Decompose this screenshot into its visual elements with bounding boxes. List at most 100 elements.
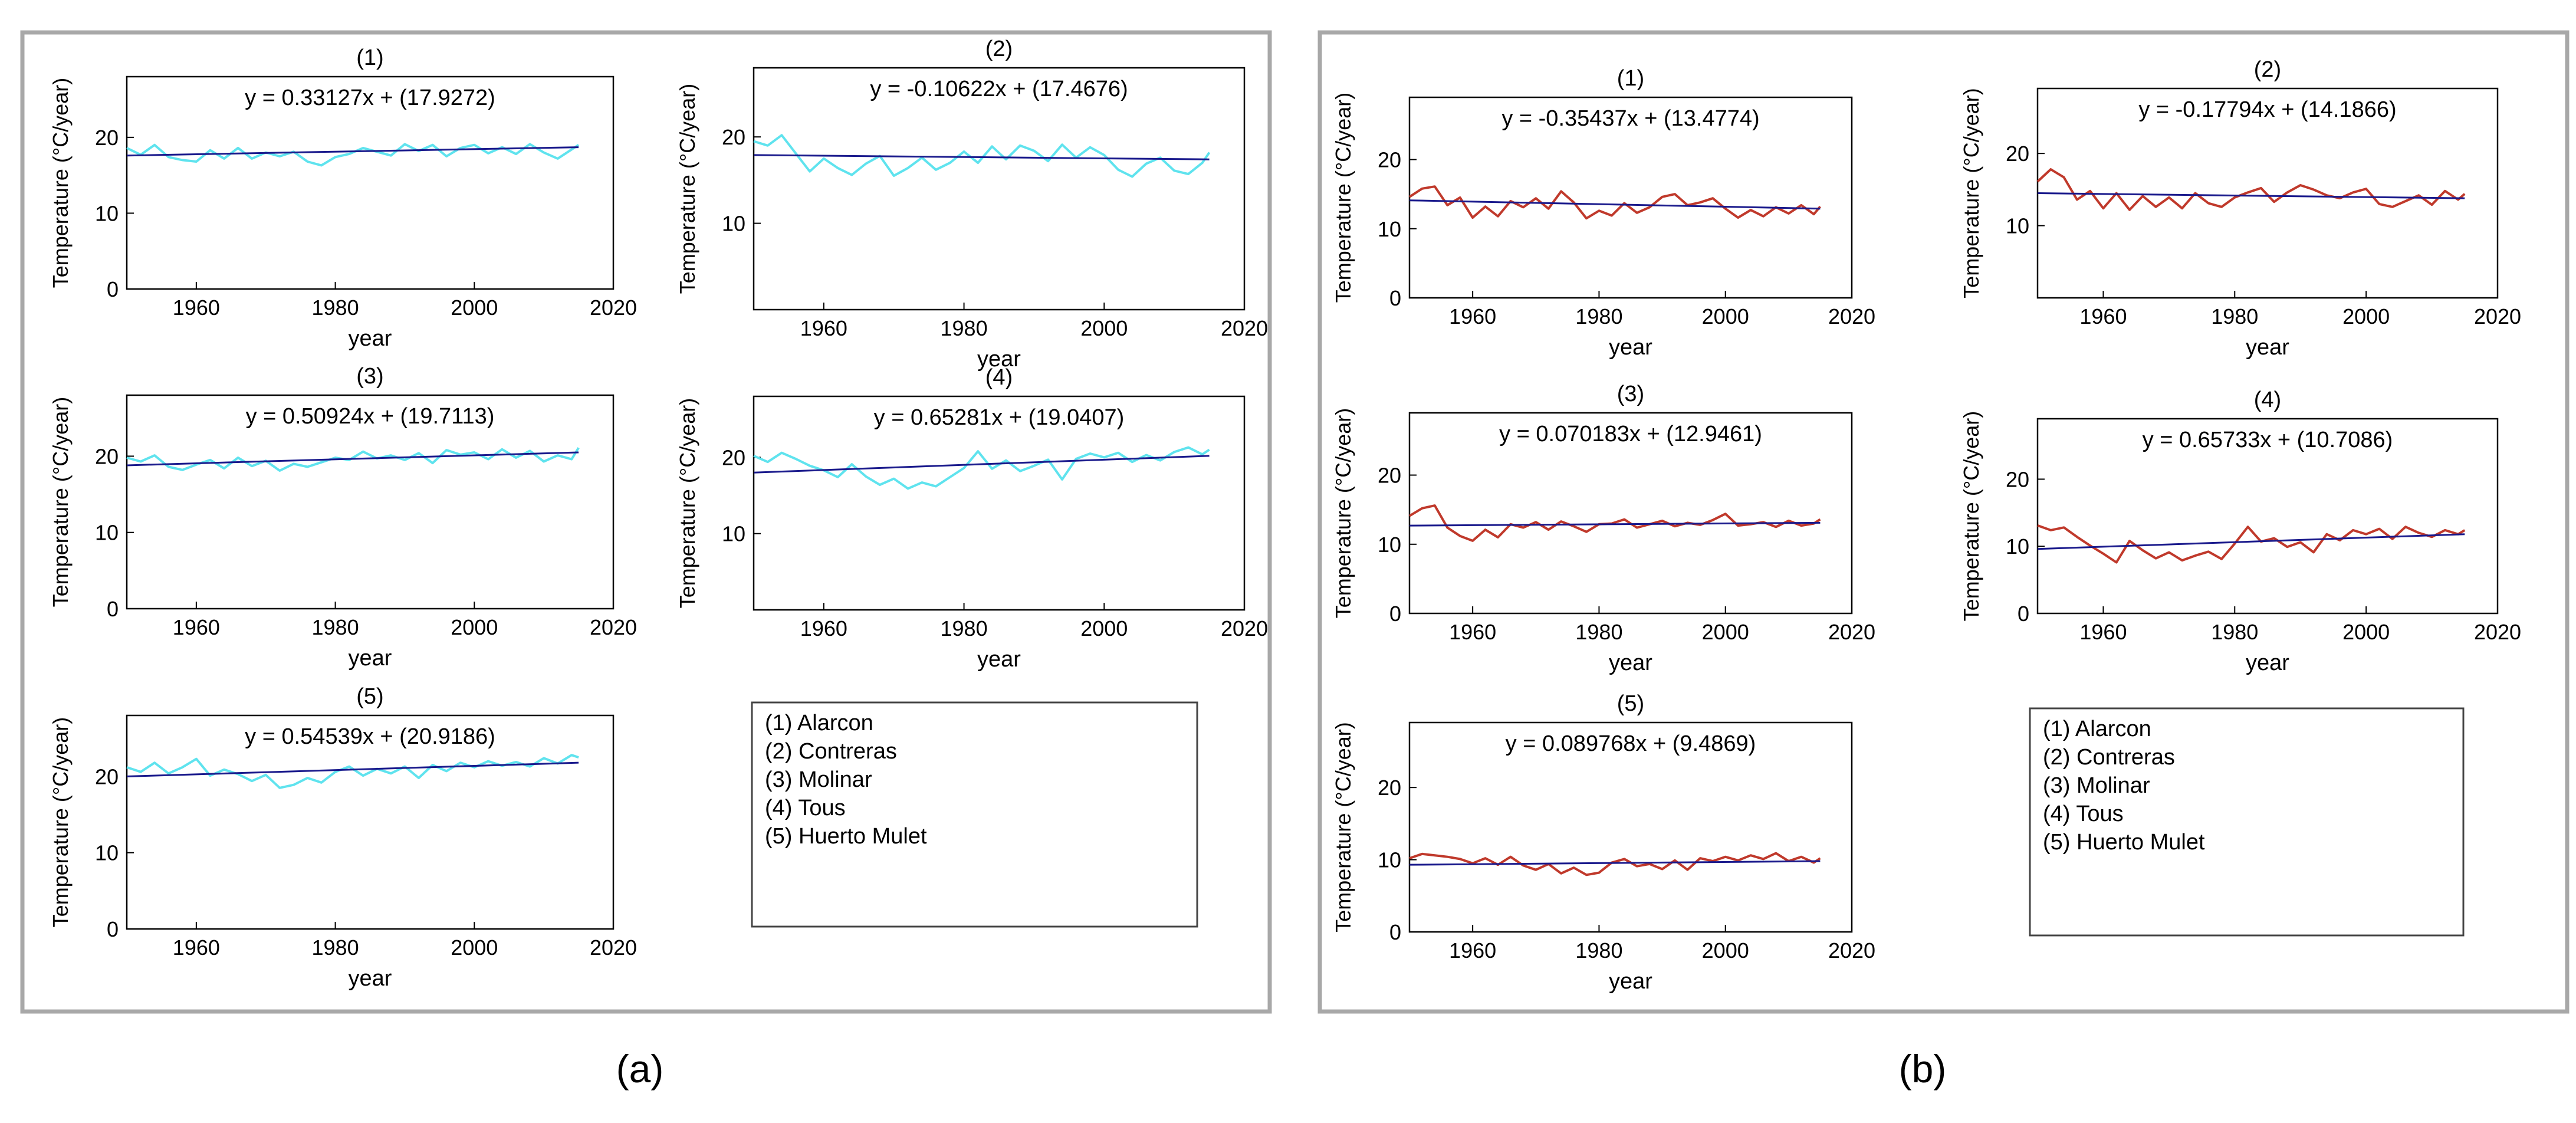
y-axis-label: Temperature (°C/year) <box>675 84 699 294</box>
x-tick-label: 2000 <box>451 615 498 639</box>
y-tick-label: 20 <box>1378 148 1401 172</box>
subplot-title: (4) <box>985 365 1013 390</box>
x-tick-label: 2000 <box>2342 620 2390 644</box>
y-tick-label: 20 <box>2006 467 2029 491</box>
x-axis-label: year <box>2246 335 2289 360</box>
subplot-title: (2) <box>985 37 1013 61</box>
x-tick-label: 2000 <box>1702 620 1749 644</box>
subplot-a-2: 1960 1980 2000 2020 10 20 (2) y = -0.10622x + (… <box>675 37 1268 372</box>
trend-equation: y = 0.089768x + (9.4869) <box>1506 731 1756 756</box>
subplot-title: (5) <box>1617 691 1644 716</box>
y-axis-label: Temperature (°C/year) <box>48 78 73 288</box>
trend-equation: y = -0.17794x + (14.1866) <box>2138 97 2396 122</box>
x-tick-label: 1980 <box>2211 304 2258 329</box>
x-tick-label: 2020 <box>590 615 637 639</box>
subplot-title: (5) <box>356 684 383 709</box>
x-axis-label: year <box>349 326 392 351</box>
y-tick-label: 0 <box>107 917 119 941</box>
x-tick-label: 2020 <box>590 295 637 320</box>
subplot-title: (3) <box>1617 382 1644 406</box>
trend-line <box>126 146 579 157</box>
x-axis-label: year <box>349 966 392 991</box>
trend-line <box>1409 521 1821 527</box>
caption-a: (a) <box>616 1047 664 1091</box>
x-tick-label: 2020 <box>1221 316 1268 340</box>
y-axis-label: Temperature (°C/year) <box>1331 722 1355 932</box>
x-tick-label: 2000 <box>451 935 498 960</box>
y-axis-label: Temperature (°C/year) <box>48 717 73 928</box>
x-tick-label: 1980 <box>941 316 988 340</box>
series-line <box>1408 185 1821 220</box>
trend-equation: y = 0.50924x + (19.7113) <box>246 404 495 429</box>
x-tick-label: 2000 <box>451 295 498 320</box>
x-tick-label: 2020 <box>1828 938 1875 963</box>
axes-box <box>1408 721 1853 933</box>
panel-b-frame <box>1317 30 2570 1014</box>
trend-line <box>126 451 579 467</box>
x-tick-label: 1960 <box>1449 938 1496 963</box>
y-tick-label: 0 <box>1389 602 1401 626</box>
series-line <box>753 134 1211 178</box>
x-tick-label: 2020 <box>590 935 637 960</box>
y-tick-label: 20 <box>95 444 119 468</box>
trend-equation: y = -0.10622x + (17.4676) <box>870 77 1128 101</box>
subplot-b-1: 1960 1980 2000 2020 0 10 20 (1) y = -0.35437x + … <box>1331 66 1875 360</box>
x-tick-label: 1960 <box>1449 620 1496 644</box>
trend-equation: y = 0.65281x + (19.0407) <box>874 405 1125 430</box>
series-line <box>2037 524 2466 564</box>
x-tick-label: 1980 <box>941 616 988 641</box>
y-tick-label: 20 <box>722 125 745 149</box>
subplot-title: (1) <box>1617 66 1644 91</box>
x-tick-label: 1980 <box>312 935 359 960</box>
y-tick-label: 10 <box>722 522 745 546</box>
y-tick-label: 0 <box>1389 920 1401 944</box>
x-tick-label: 1960 <box>173 295 220 320</box>
trend-equation: y = 0.33127x + (17.9272) <box>245 86 495 110</box>
y-tick-label: 0 <box>107 277 119 301</box>
legend-entry: (2) Contreras <box>765 739 897 764</box>
trend-line <box>753 154 1210 160</box>
series-line <box>126 754 579 789</box>
y-axis-label: Temperature (°C/year) <box>675 398 699 609</box>
series-line <box>2036 168 2466 211</box>
x-axis-label: year <box>1609 335 1652 360</box>
y-tick-label: 10 <box>2006 534 2029 559</box>
x-axis-label: year <box>1609 969 1652 994</box>
trend-equation: y = 0.54539x + (20.9186) <box>245 724 495 749</box>
y-axis-label: Temperature (°C/year) <box>1959 411 1983 622</box>
legend-entry: (4) Tous <box>2043 802 2124 826</box>
x-tick-label: 1980 <box>1575 304 1622 329</box>
legend-entry: (3) Molinar <box>765 767 872 792</box>
x-axis-label: year <box>349 646 392 671</box>
y-tick-label: 0 <box>107 597 119 621</box>
trend-line <box>126 761 579 777</box>
trend-line <box>1409 199 1821 210</box>
subplot-a-3: 1960 1980 2000 2020 0 10 20 (3) y = 0.50924x + (… <box>48 364 637 671</box>
x-axis-label: year <box>977 647 1021 672</box>
y-tick-label: 20 <box>722 445 745 469</box>
x-tick-label: 1960 <box>800 316 847 340</box>
trend-equation: y = 0.65733x + (10.7086) <box>2143 428 2393 452</box>
x-tick-label: 2020 <box>2474 620 2521 644</box>
x-tick-label: 2020 <box>1221 616 1268 641</box>
axes-box <box>2036 418 2499 615</box>
axes-box <box>126 714 615 930</box>
legend-entry: (5) Huerto Mulet <box>765 824 927 849</box>
legend-entry: (1) Alarcon <box>2043 717 2151 741</box>
subplot-b-5: 1960 1980 2000 2020 0 10 20 (5) y = 0.089768x + … <box>1331 691 1875 994</box>
y-axis-label: Temperature (°C/year) <box>48 397 73 608</box>
trend-line <box>753 455 1210 474</box>
y-tick-label: 20 <box>1378 776 1401 800</box>
x-tick-label: 2000 <box>1702 304 1749 329</box>
trend-line <box>2037 533 2465 550</box>
x-tick-label: 1980 <box>1575 938 1622 963</box>
x-tick-label: 2020 <box>1828 304 1875 329</box>
y-tick-label: 20 <box>95 126 119 150</box>
legend-entry: (2) Contreras <box>2043 745 2175 770</box>
y-axis-label: Temperature (°C/year) <box>1331 93 1355 303</box>
x-tick-label: 2000 <box>1080 616 1128 641</box>
x-tick-label: 1960 <box>173 935 220 960</box>
series-line <box>1409 852 1821 876</box>
x-tick-label: 1960 <box>2079 620 2127 644</box>
